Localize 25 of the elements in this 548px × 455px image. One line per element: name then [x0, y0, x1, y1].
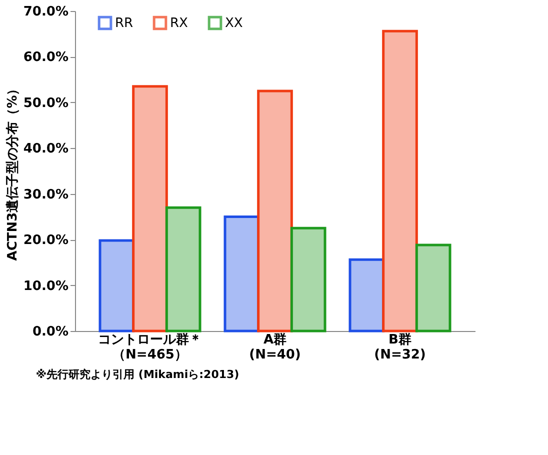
bar: [257, 90, 293, 332]
y-tick-label: 20.0%: [23, 233, 68, 248]
y-tick-label: 60.0%: [23, 50, 68, 66]
bar: [165, 206, 202, 332]
text: ※先行研究より引用 (Mikamiら:2013): [36, 368, 240, 381]
bar: [415, 244, 452, 332]
y-tick-label: 30.0%: [23, 187, 68, 202]
y-axis-title: ACTN3遺伝子型の分布（%）: [5, 82, 20, 261]
x-tick-label: コントロール群＊（N=465）: [98, 332, 202, 362]
legend-label: XX: [225, 16, 243, 31]
x-tick-label: B群(N=32): [374, 332, 426, 362]
y-tick-label: 0.0%: [32, 324, 68, 340]
y-tick-label: 10.0%: [23, 278, 68, 294]
y-tick-label: 50.0%: [23, 96, 68, 111]
bar: [348, 258, 385, 332]
x-tick-label: A群(N=40): [249, 332, 301, 362]
y-tick-label: 70.0%: [23, 4, 68, 20]
bar: [382, 30, 418, 332]
y-tick-label: 40.0%: [23, 142, 68, 157]
legend-label: RX: [170, 16, 188, 31]
legend-label: RR: [115, 16, 134, 31]
bar: [132, 85, 168, 332]
bar: [290, 226, 326, 332]
bar: [98, 239, 135, 332]
bar: [224, 215, 260, 332]
